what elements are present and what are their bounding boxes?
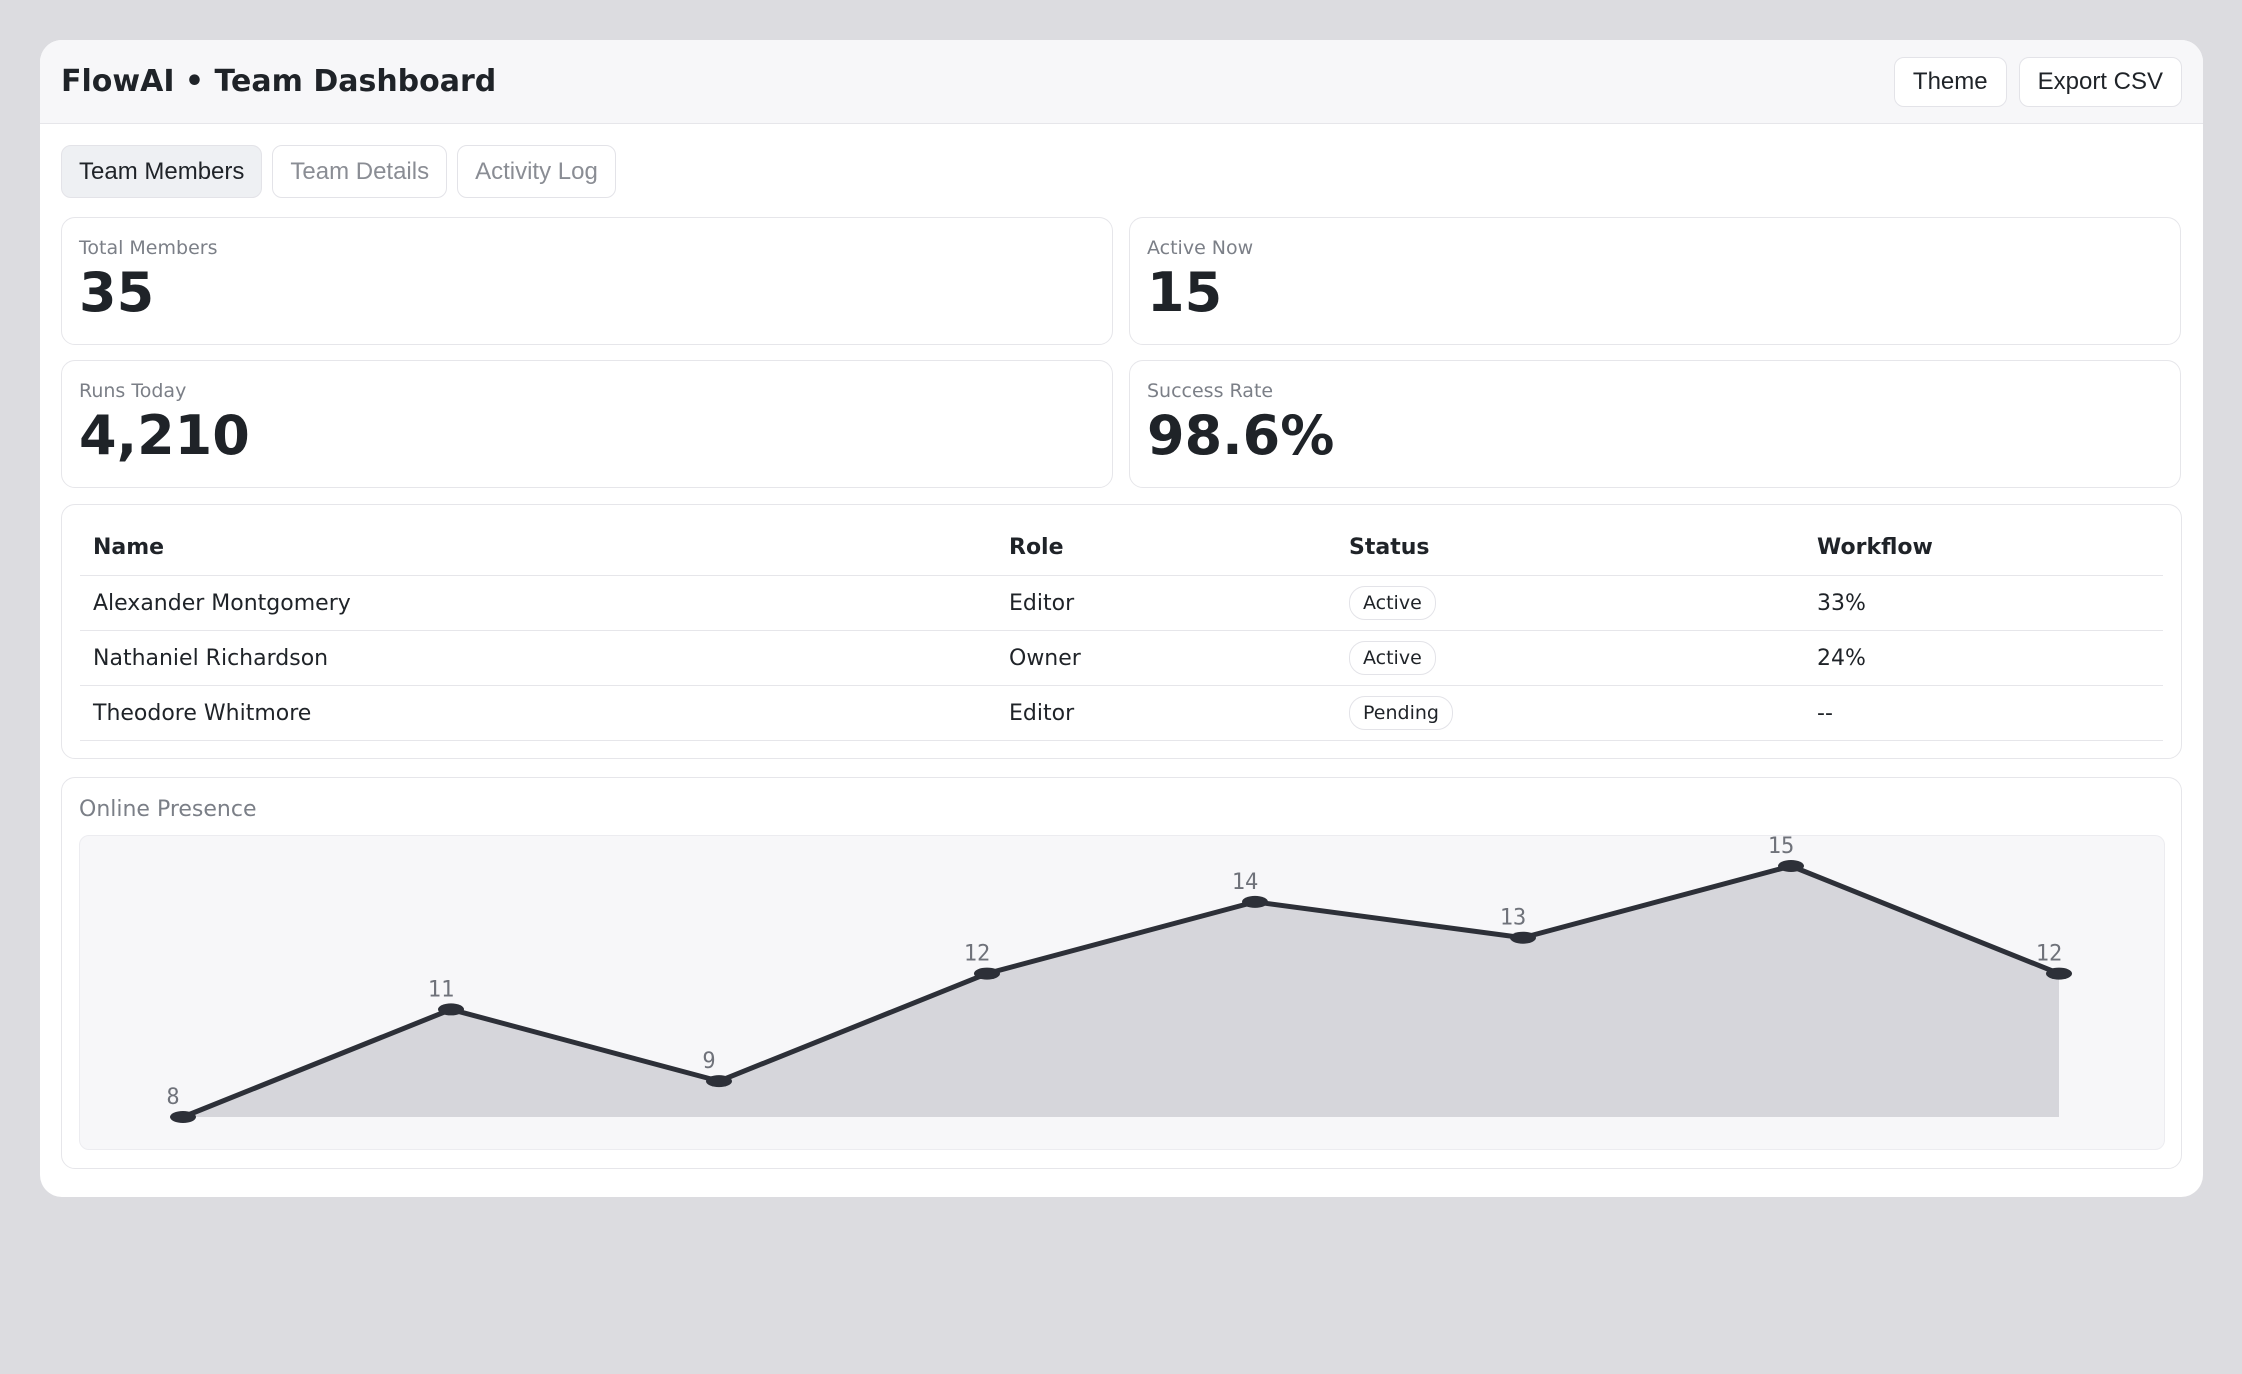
- member-workflow: 24%: [1804, 630, 2163, 686]
- app-window: FlowAI • Team Dashboard Theme Export CSV…: [40, 40, 2203, 1197]
- member-name: Nathaniel Richardson: [80, 630, 996, 686]
- stats-grid: Total Members 35 Active Now 15 Runs Toda…: [61, 217, 2182, 488]
- member-workflow: 33%: [1804, 575, 2163, 631]
- member-name: Theodore Whitmore: [80, 685, 996, 741]
- data-point[interactable]: [170, 1111, 196, 1123]
- series-line: [182, 863, 2060, 1120]
- stat-value: 15: [1147, 261, 1223, 324]
- data-label: 12: [2036, 942, 2063, 967]
- stat-label: Success Rate: [1147, 380, 1274, 402]
- data-point[interactable]: [706, 1075, 732, 1088]
- stat-card-runs-today: Runs Today 4,210: [61, 360, 1113, 488]
- column-header-name[interactable]: Name: [80, 519, 996, 576]
- data-point[interactable]: [974, 967, 1000, 980]
- stat-value: 35: [79, 261, 155, 324]
- stat-card-total-members: Total Members 35: [61, 217, 1113, 345]
- chart-area: 8 11 9 12 14 13 15 12: [79, 834, 2165, 1150]
- data-point[interactable]: [2046, 967, 2072, 980]
- data-label: 8: [166, 1085, 179, 1110]
- online-presence-chart: 8 11 9 12 14 13 15 12: [166, 834, 2072, 1123]
- stat-value: 4,210: [79, 404, 250, 467]
- status-badge: Active: [1349, 586, 1436, 620]
- member-role: Owner: [996, 630, 1336, 686]
- data-label: 14: [1232, 870, 1259, 895]
- chart-title: Online Presence: [79, 797, 257, 822]
- data-point[interactable]: [438, 1003, 464, 1016]
- theme-button[interactable]: Theme: [1893, 56, 2007, 107]
- member-name: Alexander Montgomery: [80, 575, 996, 631]
- table-row[interactable]: Nathaniel Richardson Owner Active 24%: [80, 630, 2163, 686]
- tab-activity-log[interactable]: Activity Log: [457, 145, 616, 198]
- column-header-status[interactable]: Status: [1336, 519, 1804, 576]
- tab-team-details[interactable]: Team Details: [272, 145, 448, 198]
- series-area-fill: [183, 866, 2059, 1117]
- status-badge: Pending: [1349, 696, 1453, 730]
- data-label: 11: [428, 977, 455, 1002]
- data-label: 15: [1768, 836, 1795, 859]
- member-role: Editor: [996, 685, 1336, 741]
- member-status-cell: Active: [1336, 630, 1804, 686]
- header-actions: Theme Export CSV: [1893, 56, 2182, 107]
- online-presence-card: Online Presence 8 11 9 12 14 13 15 12: [61, 777, 2182, 1169]
- stat-label: Total Members: [79, 237, 218, 259]
- members-table: Name Role Status Workflow Alexander Mont…: [80, 519, 2163, 741]
- data-label: 12: [964, 942, 991, 967]
- member-status-cell: Pending: [1336, 685, 1804, 741]
- stat-label: Active Now: [1147, 237, 1254, 259]
- export-csv-button[interactable]: Export CSV: [2018, 56, 2182, 107]
- table-row[interactable]: Theodore Whitmore Editor Pending --: [80, 685, 2163, 741]
- app-title: FlowAI • Team Dashboard: [61, 64, 497, 99]
- header: FlowAI • Team Dashboard Theme Export CSV: [40, 40, 2203, 124]
- stat-card-success-rate: Success Rate 98.6%: [1129, 360, 2181, 488]
- tab-team-members[interactable]: Team Members: [61, 145, 263, 198]
- stat-value: 98.6%: [1147, 404, 1335, 467]
- stat-card-active-now: Active Now 15: [1129, 217, 2181, 345]
- data-label: 13: [1500, 906, 1527, 931]
- data-point[interactable]: [1242, 895, 1268, 908]
- member-workflow: --: [1804, 685, 2163, 741]
- table-header-row: Name Role Status Workflow: [80, 519, 2163, 576]
- data-point[interactable]: [1778, 860, 1804, 872]
- stat-label: Runs Today: [79, 380, 187, 402]
- column-header-workflow[interactable]: Workflow: [1804, 519, 2163, 576]
- data-label: 9: [702, 1049, 715, 1074]
- member-role: Editor: [996, 575, 1336, 631]
- status-badge: Active: [1349, 641, 1436, 675]
- members-table-card: Name Role Status Workflow Alexander Mont…: [61, 504, 2182, 759]
- table-row[interactable]: Alexander Montgomery Editor Active 33%: [80, 575, 2163, 631]
- tab-bar: Team Members Team Details Activity Log: [61, 145, 2182, 198]
- column-header-role[interactable]: Role: [996, 519, 1336, 576]
- main-content: Team Members Team Details Activity Log T…: [40, 145, 2203, 1169]
- member-status-cell: Active: [1336, 575, 1804, 631]
- data-point[interactable]: [1510, 931, 1536, 944]
